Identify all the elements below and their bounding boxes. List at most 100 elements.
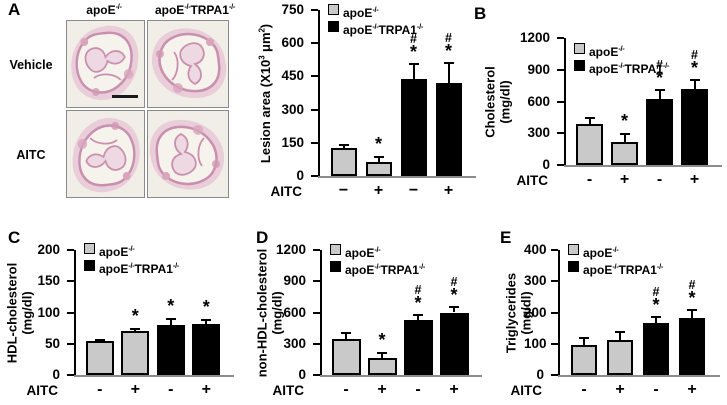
x-axis-title: AITC [26,383,59,398]
error-bar-line [619,331,621,340]
histology-image-vehicle-apoe [66,20,145,108]
y-tick-label: 0 [52,367,60,382]
y-tick-label: 900 [283,273,306,289]
aorta-section-drawing [148,111,228,197]
column-header-apoe: apoE-/- [86,2,122,17]
legend-swatch-black [330,261,341,272]
legend-label: apoE-/-TRPA1-/- [589,61,670,76]
bar-3 [403,319,433,375]
y-tick-mark [551,280,558,283]
bar-4 [439,312,469,375]
significance-marks: # * [444,31,452,61]
panel-label-b: B [474,4,487,23]
error-bar-line [583,336,585,345]
error-bar-cap [449,305,459,308]
y-tick-mark [311,75,318,78]
error-bar-cap [619,133,630,136]
error-bar-cap [377,352,387,355]
bar-4 [192,324,221,375]
y-tick-mark [557,132,564,135]
panel-label-a: A [8,0,21,19]
y-tick-mark [313,249,320,251]
bar-2 [121,331,150,375]
legend-label: apoE-/-TRPA1-/- [345,262,426,277]
panel-label-c: C [8,228,21,247]
y-tick-mark [311,42,318,45]
bar-3 [400,78,427,176]
bar-4 [679,317,705,375]
y-tick-label: 150 [281,134,304,150]
bar-1 [331,338,361,375]
y-tick-mark [311,175,318,177]
bar-1 [576,123,603,165]
y-tick-label: 300 [527,125,550,141]
y-tick-label: 300 [524,273,547,289]
y-tick-label: 1200 [276,242,307,257]
error-bar-cap [443,62,454,64]
significance-marks: * [378,330,386,351]
x-axis-line [318,176,476,178]
bar-2 [607,339,633,375]
error-bar-cap [408,63,419,66]
y-tick-label: 600 [283,304,306,320]
x-tick-label: + [619,171,630,188]
legend-swatch-black [568,261,579,272]
panel-a-histology: A apoE-/- apoE-/-TRPA1-/- Vehicle AITC [0,0,246,215]
y-tick-mark [551,342,558,345]
y-tick-label: 200 [524,304,547,320]
y-axis-line [320,250,322,375]
error-bar-cap [654,88,665,91]
significance-marks: * [202,296,210,317]
x-tick-label: - [415,381,421,398]
legend-label: apoE-/-TRPA1-/- [583,262,664,277]
significance-marks: * [167,295,175,316]
error-bar-cap [413,313,423,316]
x-tick-label: + [449,381,459,398]
y-tick-label: 50 [44,335,60,351]
scale-bar [112,95,138,98]
x-tick-label: - [586,171,593,188]
bar-3 [156,325,185,375]
x-tick-label: - [168,381,174,398]
y-axis-line [74,250,76,375]
error-bar-cap [584,117,595,120]
legend-swatch-gray [330,244,341,255]
y-tick-label: 400 [524,242,547,257]
y-axis-line [564,38,566,165]
y-tick-mark [557,100,564,103]
aorta-section-drawing [148,21,228,107]
y-tick-mark [313,374,320,376]
error-bar-cap [689,79,700,82]
x-tick-label: - [656,171,663,188]
x-axis-line [558,375,720,377]
significance-marks: * [620,111,628,132]
legend-swatch-black [574,60,585,71]
legend-swatch-black [84,260,95,271]
chart-hdl-cholesterol: HDL-cholesterol (mg/dl) 0 50 100 150 200- * + * - *… [0,225,250,405]
error-bar-line [381,352,383,358]
error-bar-line [417,313,419,320]
significance-marks: # * [450,274,458,305]
error-bar-line [412,63,415,79]
error-bar-cap [615,331,625,334]
bar-3 [643,323,669,375]
x-tick-label: − [338,182,349,199]
aorta-section-drawing [67,111,144,197]
histology-image-aitc-apoe-trpa1 [147,110,229,198]
legend-swatch-gray [568,244,579,255]
error-bar-cap [687,309,697,312]
y-tick-label: 100 [37,304,60,320]
chart-cholesterol: Cholesterol (mg/dl) 0 300 600 900 1200- * + # * - # *… [470,0,727,215]
error-bar-line [588,117,591,124]
bar-2 [365,161,392,176]
y-tick-label: 900 [527,61,550,77]
x-axis-title: AITC [510,383,543,398]
error-bar-line [693,79,696,89]
legend-label: apoE-/- [583,245,619,260]
aorta-section-drawing [67,21,144,107]
x-axis-line [320,375,482,377]
significance-marks: # * [652,284,660,315]
error-bar-cap [338,143,349,146]
x-tick-label: + [689,171,700,188]
